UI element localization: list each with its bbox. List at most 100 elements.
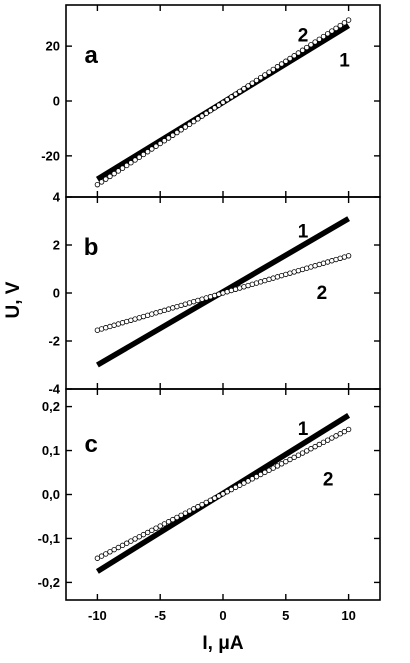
series-2-point [270,465,276,471]
series-2-point [144,529,151,536]
series-2-point [216,493,222,499]
series-2-point [278,61,285,67]
series-2-point [115,168,122,174]
series-2-point [174,129,180,136]
y-tick-label: 0,2 [42,399,60,414]
series-2-point [115,544,122,551]
series-2-point [224,96,230,103]
series-2-point [203,110,209,117]
series-2-point [320,33,327,40]
y-tick-label: 0 [53,286,60,301]
series-2-point [182,510,189,516]
series-2-point [345,426,352,433]
series-label-2: 2 [317,283,328,304]
x-axis-label: I, μA [202,633,243,654]
y-tick-label: 4 [53,190,61,205]
series-2-point [178,127,184,133]
series-2-point [257,74,264,81]
y-axis-label: U, V [3,281,24,318]
series-2-point [174,514,180,521]
series-2-point [186,508,193,514]
series-2-point [144,149,151,155]
y-tick-label: 20 [46,39,60,54]
series-2-point [283,58,289,64]
series-2-point [165,135,172,141]
series-2-point [182,124,189,130]
series-2-point [249,80,256,86]
series-2-point [136,154,142,160]
y-tick-label: 0 [53,94,60,109]
series-2-point [283,458,289,465]
series-2-point [329,435,335,441]
series-2-point [203,499,209,506]
series-2-point [170,516,176,523]
series-2-point [199,113,205,119]
series-2-point [136,534,142,540]
y-tick-label: -4 [48,382,60,397]
series-2-point [111,170,117,177]
series-2-point [253,77,260,84]
series-2-point [124,540,130,546]
series-2-point [98,553,105,559]
series-2-point [299,450,306,456]
series-2-point [262,469,268,476]
series-label-2: 2 [298,26,309,47]
series-2-point [241,480,247,486]
series-2-point [274,463,281,469]
panel-label: a [84,42,98,69]
series-2-point [329,28,335,34]
series-2-point [195,504,201,510]
series-2-point [299,47,306,53]
series-2-point [228,94,235,100]
x-tick-label: 0 [219,608,226,623]
panel-label: b [84,234,99,261]
series-2-point [291,53,297,59]
series-label-2: 2 [323,470,334,491]
series-2-point [304,44,310,51]
series-2-point [270,66,276,73]
y-tick-label: -2 [48,334,60,349]
series-2-point [266,69,272,75]
series-label-1: 1 [298,222,309,243]
series-2-point [190,506,197,512]
x-tick-label: -5 [154,608,166,623]
series-2-point [170,132,176,138]
series-2-point [119,542,126,549]
series-2-point [295,452,302,458]
series-2-point [149,527,155,534]
panel-b: -4 -2 0 2 4 1 2 b [48,190,381,397]
series-2-point [107,549,113,555]
series-2-point [178,512,184,519]
series-2-point [220,491,226,497]
series-2-point [262,72,268,78]
series-2-point [274,64,281,70]
series-2-point [195,116,201,122]
series-2-point [140,151,147,158]
series-2-point [308,42,314,48]
series-2-point [190,118,197,125]
series-2-point [337,431,343,437]
series-2-point [153,143,159,149]
series-2-point [241,85,247,92]
series-2-point [128,160,134,166]
series-2-point [341,428,348,435]
series-2-point [341,20,348,26]
series-2-point [237,88,243,95]
series-2-point [237,482,243,488]
series-2-point [224,488,230,495]
series-2-markers [94,253,352,333]
series-2-point [278,461,285,467]
series-2-point [291,454,297,461]
series-2-point [232,484,239,491]
series-2-point [324,437,331,443]
series-2-point [228,486,235,493]
series-2-markers [94,17,352,188]
series-2-point [333,433,339,439]
panel-c: -0,2 -0,1 0,0 0,1 0,2 1 2 c [38,388,381,601]
series-2-point [345,253,352,259]
series-2-point [220,99,226,106]
series-2-point [207,497,214,503]
series-2-point [103,176,109,182]
series-2-point [316,36,322,42]
series-2-point [124,162,130,169]
